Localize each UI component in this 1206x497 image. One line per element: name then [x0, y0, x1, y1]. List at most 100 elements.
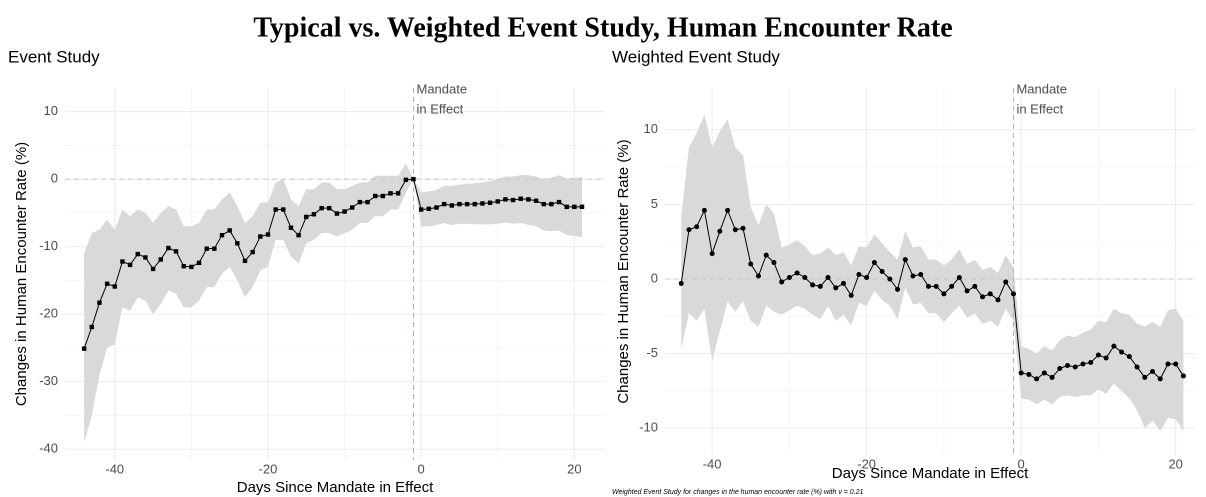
- y-tick-label: 5: [651, 196, 658, 211]
- point: [1088, 360, 1094, 366]
- point: [725, 207, 731, 213]
- point: [1150, 368, 1156, 374]
- point: [104, 281, 110, 286]
- point: [779, 279, 785, 285]
- x-axis-label: Days Since Mandate in Effect: [237, 479, 434, 496]
- point: [189, 264, 194, 270]
- point: [1180, 373, 1186, 379]
- point: [748, 261, 754, 267]
- y-tick-label: 10: [44, 103, 58, 118]
- annotation: Mandate: [1016, 81, 1067, 96]
- point: [910, 273, 916, 279]
- point: [380, 193, 386, 199]
- point: [549, 201, 554, 207]
- x-tick-label: -20: [857, 456, 876, 471]
- panel-title: Event Study: [8, 47, 100, 66]
- point: [1103, 355, 1109, 361]
- point: [995, 297, 1001, 303]
- x-tick-label: 0: [1018, 456, 1025, 471]
- point: [755, 273, 761, 279]
- point: [902, 257, 908, 263]
- point: [296, 232, 301, 238]
- point: [825, 274, 831, 280]
- point: [204, 246, 209, 251]
- point: [373, 193, 378, 199]
- y-tick-label: -40: [39, 441, 58, 456]
- point: [304, 214, 309, 220]
- x-tick-label: -20: [259, 461, 278, 476]
- point: [701, 207, 707, 213]
- point: [556, 199, 562, 205]
- point: [357, 199, 363, 205]
- point: [1080, 361, 1086, 367]
- point: [740, 225, 746, 231]
- point: [166, 245, 171, 251]
- point: [227, 228, 232, 233]
- point: [212, 246, 217, 251]
- point: [972, 283, 978, 289]
- point: [150, 266, 156, 272]
- y-tick-label: 0: [51, 171, 58, 186]
- point: [457, 201, 462, 207]
- panel-title: Weighted Event Study: [612, 47, 780, 66]
- point: [810, 282, 816, 288]
- point: [480, 201, 485, 206]
- point: [112, 284, 117, 289]
- y-tick-label: 10: [644, 121, 658, 136]
- point: [686, 227, 692, 233]
- x-tick-label: -40: [105, 461, 124, 476]
- point: [173, 249, 179, 254]
- point: [518, 196, 523, 201]
- point: [786, 274, 792, 280]
- point: [871, 260, 877, 266]
- point: [1134, 364, 1140, 370]
- confidence-band: [84, 163, 583, 443]
- point: [235, 241, 240, 246]
- point: [1049, 374, 1055, 380]
- point: [572, 204, 577, 210]
- point: [411, 176, 416, 182]
- point: [840, 280, 846, 286]
- point: [802, 274, 808, 280]
- point: [541, 201, 546, 207]
- point: [1142, 374, 1148, 380]
- point: [395, 191, 401, 196]
- y-tick-label: -30: [39, 373, 58, 388]
- point: [350, 205, 355, 210]
- point: [933, 283, 939, 289]
- point: [342, 209, 347, 214]
- point: [678, 280, 684, 286]
- point: [311, 212, 317, 217]
- point: [327, 205, 332, 211]
- point: [1057, 365, 1063, 371]
- annotation: in Effect: [417, 101, 464, 116]
- point: [281, 207, 286, 212]
- x-tick-label: -40: [703, 456, 722, 471]
- point: [771, 260, 777, 266]
- figure-title: Typical vs. Weighted Event Study, Human …: [253, 12, 952, 43]
- x-tick-label: 20: [567, 461, 581, 476]
- point: [964, 288, 970, 294]
- point: [1065, 362, 1071, 368]
- point: [1003, 279, 1009, 285]
- point: [265, 232, 271, 237]
- point: [81, 346, 87, 351]
- point: [848, 292, 854, 298]
- point: [564, 204, 569, 210]
- point: [120, 259, 125, 264]
- confidence-band: [681, 114, 1184, 432]
- point: [533, 198, 539, 203]
- point: [135, 251, 140, 257]
- point: [794, 270, 800, 276]
- point: [887, 276, 893, 282]
- point: [941, 291, 947, 297]
- annotation: Mandate: [417, 81, 468, 96]
- point: [925, 283, 931, 289]
- point: [949, 283, 955, 289]
- point: [97, 300, 102, 305]
- point: [127, 262, 133, 268]
- point: [403, 177, 409, 183]
- point: [250, 249, 255, 255]
- annotation: in Effect: [1016, 101, 1063, 116]
- point: [1126, 354, 1132, 360]
